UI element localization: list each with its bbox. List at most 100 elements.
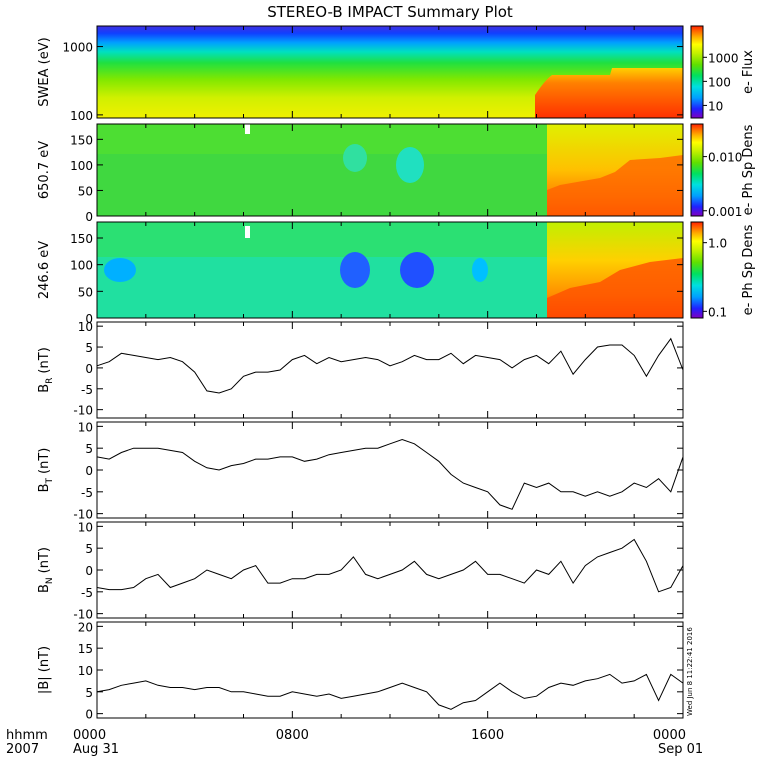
pad650-ylabel: 650.7 eV <box>37 141 52 199</box>
pad246-cyan-patch-2 <box>472 258 488 282</box>
pad650-colorbar <box>690 123 704 217</box>
bmag-ytick-label: 15 <box>78 642 93 656</box>
br-ylabel-unit: (nT) <box>37 347 52 373</box>
pad246-ytick-label: 50 <box>78 285 93 299</box>
bn-ytick-label: -5 <box>81 586 93 600</box>
bt-frame <box>96 421 684 519</box>
time-tick-label: 0000 <box>653 728 686 743</box>
bt-ytick-label: 5 <box>85 442 93 456</box>
pad650-colorbar-axis: 0.001 0.010 <box>703 151 742 219</box>
pad650-ytick-label: 100 <box>70 159 93 173</box>
swea-colorbar-axis: 10 100 1000 <box>703 51 739 113</box>
bn-series-line <box>96 538 684 593</box>
bt-ytick-label: 10 <box>78 420 93 434</box>
pad650-ytick-label: 50 <box>78 184 93 198</box>
br-ytick-label: -5 <box>81 383 93 397</box>
br-ytick-label: 10 <box>78 320 93 334</box>
bmag-y-axis: 0 5 10 15 20 <box>78 620 684 722</box>
pad246-blue-patch-2 <box>400 252 434 288</box>
br-ylabel-main: B <box>37 384 52 393</box>
br-ylabel-sub: R <box>45 378 55 384</box>
bmag-ytick-label: 10 <box>78 664 93 678</box>
pad246-cbar-tick-label: 0.1 <box>708 305 727 319</box>
pad650-cyan-patch-1 <box>343 144 367 172</box>
pad246-y-axis: 0 50 100 150 <box>70 222 684 326</box>
pad650-y-axis: 0 50 100 150 <box>70 124 684 224</box>
bn-ytick-label: -10 <box>73 608 93 622</box>
plot-title: STEREO-B IMPACT Summary Plot <box>267 3 513 21</box>
time-axis: 0000 0800 1600 0000 <box>73 728 686 743</box>
br-panel: -10 -5 0 5 10 BR (nT) <box>37 320 684 419</box>
time-tick-label: 0800 <box>276 728 309 743</box>
bt-ytick-label: -10 <box>73 508 93 522</box>
bmag-frame <box>96 621 684 719</box>
bt-ylabel-sub: T <box>45 477 55 484</box>
bt-y-axis: -10 -5 0 5 10 <box>73 420 684 522</box>
bn-ytick-label: 10 <box>78 520 93 534</box>
swea-hot-region <box>535 68 683 118</box>
swea-colorbar-label: e- Flux <box>741 50 756 94</box>
pad650-cbar-tick-label: 0.010 <box>708 151 742 165</box>
pad650-cbar-tick-label: 0.001 <box>708 205 742 219</box>
bn-frame <box>96 521 684 619</box>
bt-series-line <box>96 438 684 510</box>
bn-ytick-label: 5 <box>85 542 93 556</box>
swea-colorbar <box>690 25 704 119</box>
br-frame <box>96 321 684 419</box>
br-series-line <box>96 337 684 394</box>
pad650-ytick-label: 0 <box>85 210 93 224</box>
bmag-panel: 0 5 10 15 20 |B| (nT) Wed Jun 8 11:22:41 201… <box>37 620 694 721</box>
bmag-ylabel: |B| (nT) <box>37 646 52 694</box>
bmag-ytick-label: 20 <box>78 620 93 634</box>
swea-cbar-tick-label: 1000 <box>708 51 739 65</box>
bn-ytick-label: 0 <box>85 564 93 578</box>
pad246-green-upper <box>97 222 547 257</box>
br-ytick-label: 5 <box>85 341 93 355</box>
pad650-cyan-patch-2 <box>396 147 424 183</box>
br-ytick-label: 0 <box>85 362 93 376</box>
pad246-hot-fill <box>547 258 683 318</box>
side-stamp: Wed Jun 8 11:22:41 2016 <box>686 627 694 716</box>
pad246-colorbar-label: e- Ph Sp Dens <box>741 224 756 315</box>
hhmm-label: hhmm <box>6 728 48 743</box>
bn-y-axis: -10 -5 0 5 10 <box>73 520 684 622</box>
swea-cbar-tick-label: 10 <box>708 99 723 113</box>
pad650-hot-fill <box>547 155 683 216</box>
date-label-end: Sep 01 <box>658 742 703 757</box>
pad246-ytick-label: 100 <box>70 259 93 273</box>
swea-panel: 100 1000 SWEA (eV) 10 100 1000 e- Flux <box>37 25 756 123</box>
pad650-panel: 0 50 100 150 650.7 eV 0.001 0.010 e- Ph Sp D… <box>37 123 756 224</box>
bt-ytick-label: 0 <box>85 464 93 478</box>
pad246-gap <box>245 226 250 238</box>
pad650-ytick-label: 150 <box>70 133 93 147</box>
pad246-blue-patch-1 <box>340 252 370 288</box>
pad650-band-upper <box>97 124 547 154</box>
bt-ylabel: BT (nT) <box>37 448 55 493</box>
date-label-start: Aug 31 <box>73 742 119 757</box>
bn-ylabel-sub: N <box>45 577 55 584</box>
bn-panel: -10 -5 0 5 10 BN (nT) <box>37 520 684 622</box>
swea-ylabel: SWEA (eV) <box>37 37 52 106</box>
bmag-ytick-label: 0 <box>85 708 93 722</box>
pad246-cyan-patch-1 <box>104 258 136 282</box>
br-y-axis: -10 -5 0 5 10 <box>73 320 684 418</box>
br-ylabel: BR (nT) <box>37 347 55 393</box>
year-label: 2007 <box>6 742 39 757</box>
swea-ytick-label: 100 <box>70 109 93 123</box>
pad246-panel: 0 50 100 150 246.6 eV 0.1 1.0 e- Ph Sp Dens <box>37 221 756 326</box>
pad246-colorbar-axis: 0.1 1.0 <box>703 237 727 319</box>
pad246-colorbar <box>690 221 704 319</box>
pad246-cbar-tick-label: 1.0 <box>708 237 727 251</box>
pad246-ytick-label: 0 <box>85 312 93 326</box>
br-ytick-label: -10 <box>73 404 93 418</box>
pad650-colorbar-label: e- Ph Sp Dens <box>741 124 756 215</box>
time-tick-label: 0000 <box>73 728 106 743</box>
bn-ylabel-main: B <box>37 584 52 593</box>
pad246-ytick-label: 150 <box>70 232 93 246</box>
swea-ytick-label: 1000 <box>62 41 93 55</box>
bt-panel: -10 -5 0 5 10 BT (nT) <box>37 420 684 522</box>
pad650-gap <box>245 124 250 134</box>
swea-y-axis: 100 1000 <box>62 26 684 123</box>
bn-ylabel-unit: (nT) <box>37 547 52 573</box>
